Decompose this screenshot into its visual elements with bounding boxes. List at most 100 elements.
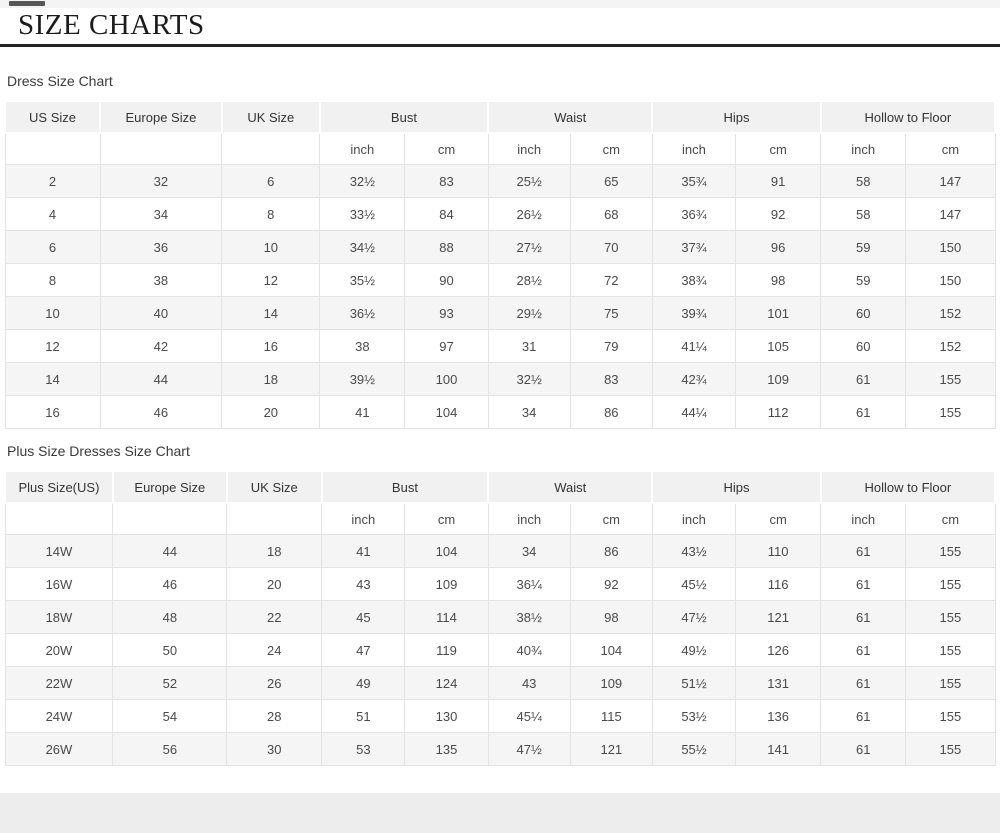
table-cell: 86: [569, 534, 653, 568]
unit-header: inch: [487, 502, 571, 535]
table-cell: 150: [905, 230, 996, 264]
table-cell: 92: [569, 567, 653, 601]
table-cell: 31: [487, 329, 571, 363]
table-cell: 34: [99, 197, 223, 231]
table-cell: 155: [905, 362, 996, 396]
table-cell: 48: [112, 600, 228, 634]
table-cell: 152: [905, 329, 996, 363]
unit-header: cm: [404, 502, 489, 535]
table-cell: 98: [735, 263, 822, 297]
footer-band: [0, 793, 1000, 833]
table-cell: 12: [221, 263, 321, 297]
table-row: 2 32 6 32½ 83 25½ 65 35¾ 91 58 147: [4, 164, 996, 198]
table-cell: 98: [569, 600, 653, 634]
unit-header: cm: [905, 502, 996, 535]
table-cell: 49: [321, 666, 406, 700]
table-cell: 45¼: [487, 699, 571, 733]
table-cell: 36¼: [487, 567, 571, 601]
table-cell: 53½: [651, 699, 737, 733]
unit-header: inch: [487, 132, 571, 165]
unit-header: cm: [735, 132, 822, 165]
table-cell: 27½: [487, 230, 571, 264]
table-cell: 51½: [651, 666, 737, 700]
table-row: 8 38 12 35½ 90 28½ 72 38¾ 98 59 150: [4, 263, 996, 297]
table-cell: 49½: [651, 633, 737, 667]
table-cell: 58: [820, 164, 907, 198]
table-row: 22W 52 26 49 124 43 109 51½ 131 61 155: [4, 666, 996, 700]
unit-header: cm: [905, 132, 996, 165]
table-cell: 34: [487, 534, 571, 568]
table-cell: 32½: [319, 164, 406, 198]
table-cell: 8: [4, 263, 101, 297]
table-cell: 104: [404, 534, 489, 568]
table-cell: 47½: [651, 600, 737, 634]
table-cell: 83: [404, 164, 489, 198]
table-cell: 60: [820, 296, 907, 330]
table-cell: 38½: [487, 600, 571, 634]
title-bar: SIZE CHARTS: [0, 8, 1000, 47]
unit-header: cm: [569, 132, 653, 165]
table-cell: 130: [404, 699, 489, 733]
table-cell: 44: [99, 362, 223, 396]
table-cell: 155: [905, 534, 996, 568]
table-cell: 68: [569, 197, 653, 231]
table-cell: 131: [735, 666, 822, 700]
table-cell: 119: [404, 633, 489, 667]
table-cell: 18: [221, 362, 321, 396]
table-cell: 20W: [4, 633, 114, 667]
table-cell: 10: [4, 296, 101, 330]
unit-header: inch: [321, 502, 406, 535]
table-cell: 61: [820, 666, 907, 700]
table-cell: 36¾: [651, 197, 737, 231]
table-cell: 59: [820, 263, 907, 297]
empty-header-cell: [112, 502, 228, 535]
header-row: US Size Europe Size UK Size Bust Waist Hips Ho…: [3, 100, 997, 134]
table-cell: 141: [735, 732, 822, 766]
table-cell: 10: [221, 230, 321, 264]
table-cell: 58: [820, 197, 907, 231]
table-cell: 65: [569, 164, 653, 198]
subheader-row: inch cm inch cm inch cm inch cm: [4, 502, 996, 535]
table-cell: 61: [820, 633, 907, 667]
table-cell: 56: [112, 732, 228, 766]
table-cell: 54: [112, 699, 228, 733]
table-cell: 86: [569, 395, 653, 429]
table-cell: 105: [735, 329, 822, 363]
table-row: 16 46 20 41 104 34 86 44¼ 112 61 155: [4, 395, 996, 429]
table-cell: 83: [569, 362, 653, 396]
table-cell: 47½: [487, 732, 571, 766]
table-cell: 37¾: [651, 230, 737, 264]
table-cell: 24W: [4, 699, 114, 733]
table-cell: 40¾: [487, 633, 571, 667]
table-cell: 135: [404, 732, 489, 766]
table-cell: 72: [569, 263, 653, 297]
header-row: Plus Size(US) Europe Size UK Size Bust Waist…: [4, 470, 997, 504]
table-cell: 61: [820, 600, 907, 634]
table-cell: 52: [112, 666, 228, 700]
table-cell: 4: [4, 197, 101, 231]
table-cell: 150: [905, 263, 996, 297]
table-cell: 75: [569, 296, 653, 330]
table-cell: 61: [820, 362, 907, 396]
table-cell: 16: [4, 395, 101, 429]
table-cell: 101: [735, 296, 822, 330]
table-cell: 35¾: [651, 164, 737, 198]
table-cell: 126: [735, 633, 822, 667]
table-cell: 41: [321, 534, 406, 568]
column-header: US Size: [3, 100, 102, 134]
table-cell: 147: [905, 164, 996, 198]
table-cell: 51: [321, 699, 406, 733]
table-cell: 92: [735, 197, 822, 231]
column-header: Europe Size: [111, 470, 228, 504]
unit-header: cm: [404, 132, 489, 165]
table-cell: 124: [404, 666, 489, 700]
table-cell: 100: [404, 362, 489, 396]
table-cell: 109: [735, 362, 822, 396]
table-cell: 34½: [319, 230, 406, 264]
table-cell: 40: [99, 296, 223, 330]
column-header: Plus Size(US): [4, 470, 114, 504]
table-row: 26W 56 30 53 135 47½ 121 55½ 141 61 155: [4, 732, 996, 766]
table-cell: 18: [226, 534, 323, 568]
table-row: 6 36 10 34½ 88 27½ 70 37¾ 96 59 150: [4, 230, 996, 264]
table-cell: 14: [221, 296, 321, 330]
